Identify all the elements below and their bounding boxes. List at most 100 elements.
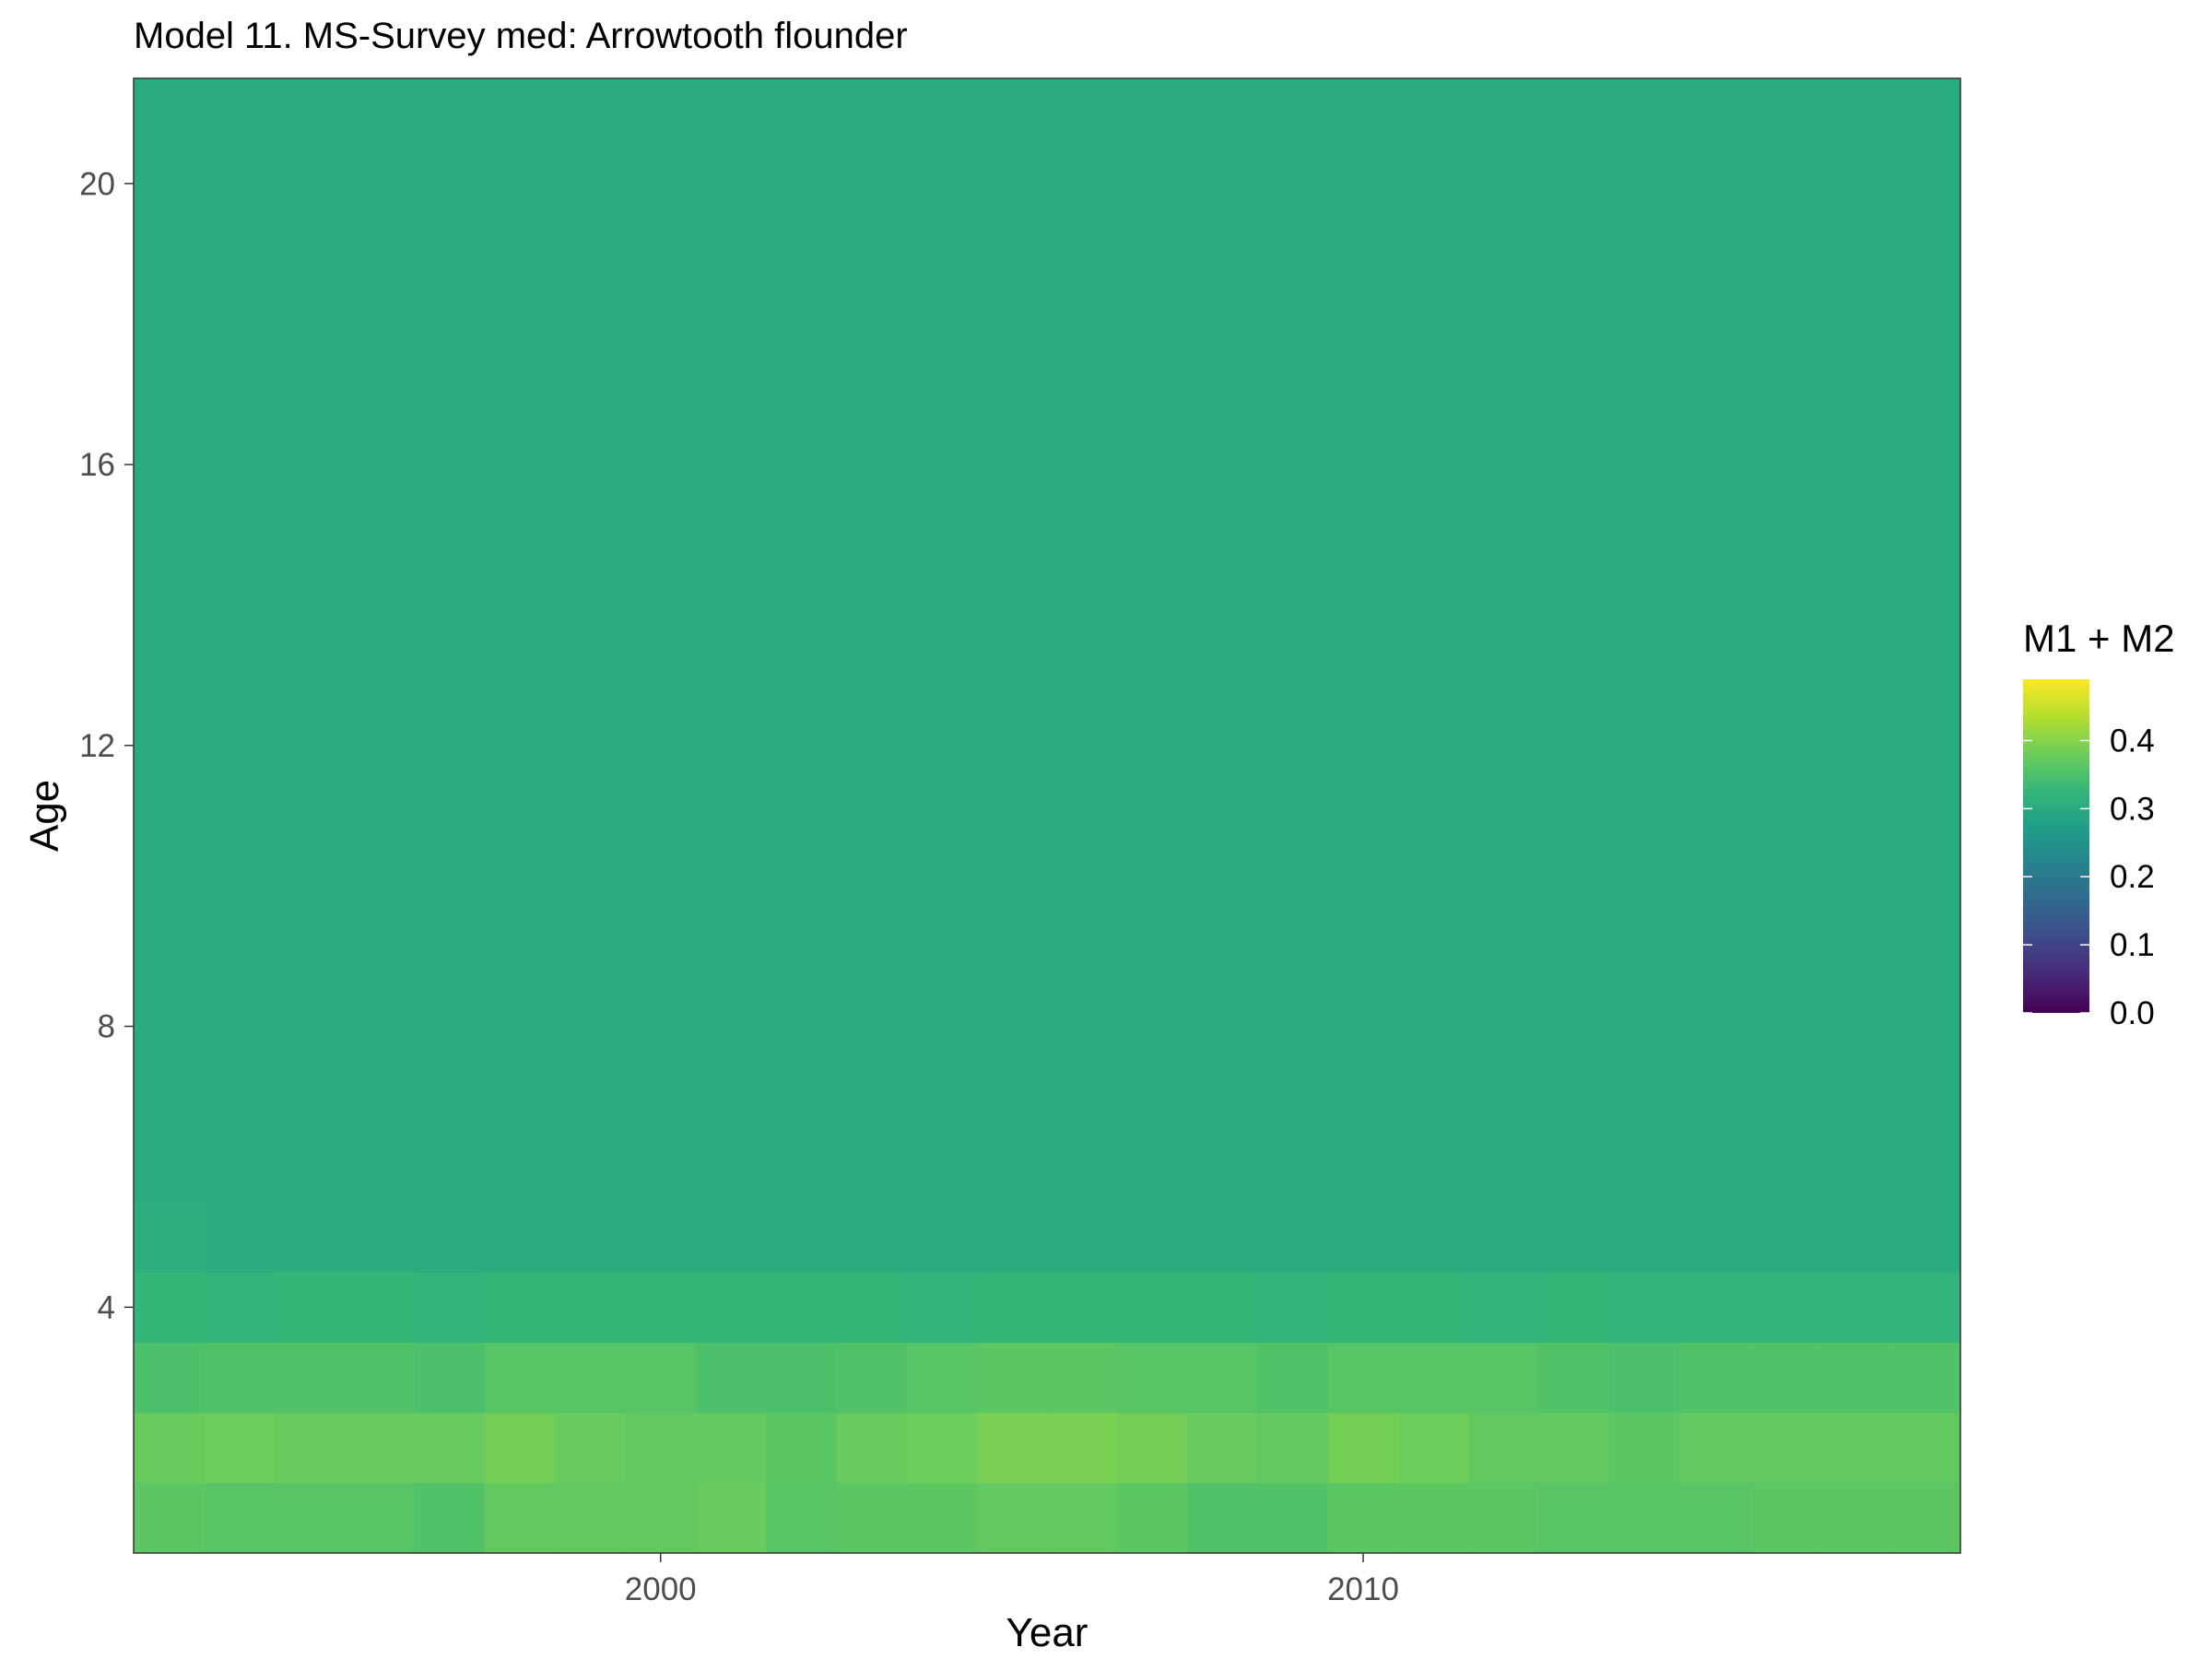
- heatmap-cell: [1889, 1272, 1961, 1344]
- heatmap-cell: [414, 78, 486, 149]
- heatmap-cell: [625, 1131, 697, 1203]
- heatmap-cell: [344, 500, 416, 571]
- heatmap-cell: [414, 570, 486, 641]
- heatmap-cell: [1889, 500, 1961, 571]
- heatmap-cell: [485, 640, 556, 712]
- heatmap-cell: [1047, 710, 1118, 782]
- heatmap-cell: [344, 570, 416, 641]
- heatmap-cell: [836, 288, 908, 360]
- heatmap-cell: [1608, 780, 1680, 852]
- heatmap-cell: [1679, 1061, 1750, 1133]
- heatmap-cell: [906, 1272, 978, 1344]
- heatmap-cell: [1889, 218, 1961, 290]
- heatmap-cell: [1047, 991, 1118, 1063]
- heatmap-cell: [625, 500, 697, 571]
- heatmap-cell: [906, 1061, 978, 1133]
- heatmap-cell: [555, 500, 627, 571]
- heatmap-cell: [1047, 780, 1118, 852]
- heatmap-cell: [555, 359, 627, 430]
- heatmap-cell: [555, 1342, 627, 1414]
- heatmap-cell: [1889, 78, 1961, 149]
- heatmap-cell: [1398, 1061, 1469, 1133]
- heatmap-cell: [1679, 1131, 1750, 1203]
- heatmap-cell: [1538, 1412, 1610, 1484]
- heatmap-cell: [1398, 1342, 1469, 1414]
- heatmap-cell: [485, 359, 556, 430]
- heatmap-cell: [344, 218, 416, 290]
- heatmap-cell: [1117, 288, 1189, 360]
- heatmap-cell: [134, 148, 205, 219]
- y-tick-label: 20: [79, 166, 115, 202]
- heatmap-cell: [485, 1061, 556, 1133]
- heatmap-cell: [1327, 500, 1399, 571]
- heatmap-cell: [204, 710, 276, 782]
- heatmap-cell: [976, 640, 1048, 712]
- heatmap-cell: [625, 1482, 697, 1554]
- heatmap-cell: [1819, 359, 1891, 430]
- heatmap-cell: [274, 991, 346, 1063]
- heatmap-cell: [976, 218, 1048, 290]
- heatmap-cell: [1117, 1412, 1189, 1484]
- heatmap-cell: [204, 1482, 276, 1554]
- heatmap-cell: [1679, 288, 1750, 360]
- heatmap-cell: [836, 710, 908, 782]
- heatmap-cell: [695, 921, 767, 993]
- heatmap-cell: [204, 640, 276, 712]
- heatmap-cell: [836, 1272, 908, 1344]
- heatmap-cell: [204, 1061, 276, 1133]
- heatmap-cell: [836, 570, 908, 641]
- heatmap-cell: [274, 359, 346, 430]
- y-axis-title: Age: [22, 780, 67, 852]
- heatmap-cell: [1468, 1061, 1540, 1133]
- heatmap-cell: [1187, 1272, 1259, 1344]
- heatmap-cell: [1187, 218, 1259, 290]
- heatmap-cell: [485, 921, 556, 993]
- heatmap-cell: [344, 921, 416, 993]
- heatmap-cell: [1889, 570, 1961, 641]
- heatmap-cell: [1187, 851, 1259, 922]
- heatmap-cell: [976, 1061, 1048, 1133]
- heatmap-cell: [414, 921, 486, 993]
- heatmap-cell: [625, 570, 697, 641]
- colorbar-tick-label: 0.4: [2110, 723, 2155, 759]
- colorbar-tick-label: 0.3: [2110, 791, 2155, 827]
- heatmap-cell: [414, 851, 486, 922]
- heatmap-cell: [1889, 710, 1961, 782]
- heatmap-cell: [274, 1061, 346, 1133]
- heatmap-cell: [836, 1482, 908, 1554]
- heatmap-cell: [555, 921, 627, 993]
- heatmap-cell: [906, 570, 978, 641]
- heatmap-cell: [1327, 851, 1399, 922]
- heatmap-cell: [1608, 570, 1680, 641]
- heatmap-cell: [274, 851, 346, 922]
- heatmap-cell: [906, 710, 978, 782]
- heatmap-cell: [1398, 1482, 1469, 1554]
- heatmap-cell: [1608, 710, 1680, 782]
- colorbar-tick-label: 0.1: [2110, 927, 2155, 963]
- heatmap-cell: [1608, 1272, 1680, 1344]
- heatmap-cell: [344, 640, 416, 712]
- heatmap-cell: [625, 359, 697, 430]
- heatmap-cell: [766, 78, 837, 149]
- heatmap-cell: [134, 78, 205, 149]
- heatmap-cell: [1257, 640, 1329, 712]
- heatmap-cell: [1327, 1482, 1399, 1554]
- heatmap-cell: [414, 991, 486, 1063]
- heatmap-cell: [1819, 429, 1891, 500]
- heatmap-cell: [976, 710, 1048, 782]
- heatmap-cell: [1749, 570, 1821, 641]
- heatmap-cell: [1468, 851, 1540, 922]
- heatmap-cell: [766, 359, 837, 430]
- heatmap-cell: [625, 1272, 697, 1344]
- heatmap-cell: [1117, 1061, 1189, 1133]
- heatmap-cell: [836, 1131, 908, 1203]
- heatmap-cell: [204, 1342, 276, 1414]
- heatmap-cell: [976, 78, 1048, 149]
- heatmap-cell: [1679, 640, 1750, 712]
- heatmap-cell: [134, 218, 205, 290]
- heatmap-cell: [274, 1482, 346, 1554]
- heatmap-cell: [1398, 148, 1469, 219]
- heatmap-cell: [1187, 148, 1259, 219]
- heatmap-cell: [1679, 359, 1750, 430]
- heatmap-cell: [1327, 148, 1399, 219]
